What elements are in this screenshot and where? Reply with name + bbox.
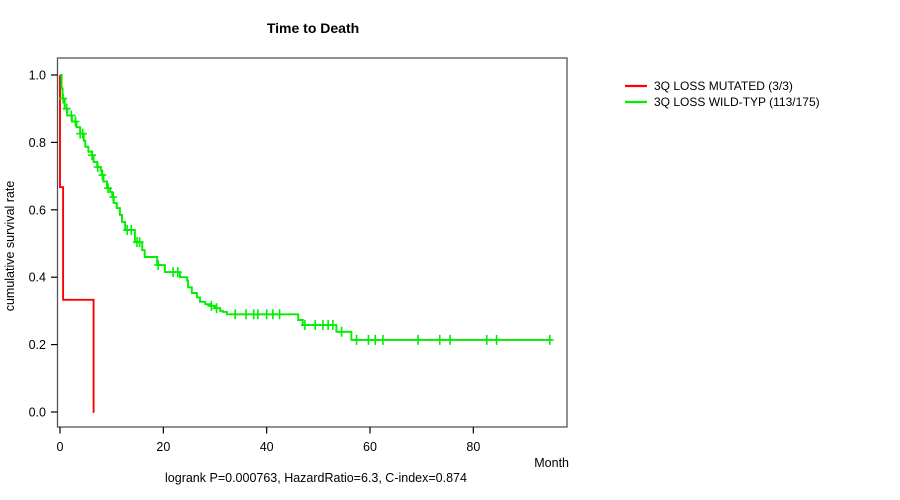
x-tick-label: 20 — [156, 440, 170, 454]
legend: 3Q LOSS MUTATED (3/3) 3Q LOSS WILD-TYP (… — [625, 79, 820, 109]
censor-mark — [446, 334, 455, 345]
survival-curve-0 — [59, 75, 95, 413]
censor-mark — [414, 334, 423, 345]
survival-curves-layer — [59, 74, 554, 413]
x-axis-title: Month — [534, 456, 569, 470]
censor-mark — [378, 334, 387, 345]
legend-label-wildtype: 3Q LOSS WILD-TYP (113/175) — [654, 95, 820, 109]
censor-mark — [371, 334, 380, 345]
censor-mark — [492, 334, 501, 345]
legend-label-mutated: 3Q LOSS MUTATED (3/3) — [654, 79, 793, 93]
survival-curve-1 — [60, 74, 552, 341]
censor-mark — [300, 320, 309, 331]
y-tick-label: 1.0 — [29, 69, 46, 83]
censor-mark — [109, 191, 118, 202]
x-tick-label: 60 — [363, 440, 377, 454]
censor-mark — [62, 103, 71, 114]
censor-mark — [173, 267, 182, 278]
censor-mark — [154, 260, 163, 271]
footer-stats: logrank P=0.000763, HazardRatio=6.3, C-i… — [165, 471, 467, 485]
censor-mark — [337, 326, 346, 337]
censor-mark — [93, 162, 102, 173]
y-tick-label: 0.2 — [29, 338, 46, 352]
censor-mark — [268, 309, 277, 320]
chart-title: Time to Death — [267, 20, 359, 36]
axes-layer: 0 20 40 60 80 0.0 0.2 0.4 0.6 0.8 1.0 — [29, 57, 568, 454]
censor-mark — [275, 309, 284, 320]
plot-box — [56, 57, 568, 428]
censor-mark — [352, 334, 361, 345]
censor-mark — [545, 334, 554, 345]
censor-mark — [78, 128, 87, 139]
censor-mark — [104, 183, 113, 194]
censor-mark — [231, 309, 240, 320]
censor-mark — [67, 110, 76, 121]
censor-mark — [435, 334, 444, 345]
censor-mark — [328, 320, 337, 331]
x-tick-label: 80 — [466, 440, 480, 454]
censor-mark — [71, 116, 80, 127]
censor-mark — [242, 309, 251, 320]
censor-mark — [127, 225, 136, 236]
censor-mark — [364, 334, 373, 345]
y-tick-label: 0.4 — [29, 271, 46, 285]
censor-mark — [88, 150, 97, 161]
x-tick-label: 40 — [260, 440, 274, 454]
x-tick-label: 0 — [57, 440, 64, 454]
censor-mark — [135, 237, 144, 248]
censor-mark — [311, 320, 320, 331]
censor-mark — [212, 303, 221, 314]
censor-mark — [98, 170, 107, 181]
censor-mark — [59, 93, 68, 104]
y-tick-label: 0.8 — [29, 136, 46, 150]
y-tick-label: 0.6 — [29, 203, 46, 217]
y-tick-label: 0.0 — [29, 406, 46, 420]
censor-mark — [253, 309, 262, 320]
censor-mark — [482, 334, 491, 345]
y-axis-title: cumulative survival rate — [3, 181, 17, 312]
censor-mark — [207, 300, 216, 311]
